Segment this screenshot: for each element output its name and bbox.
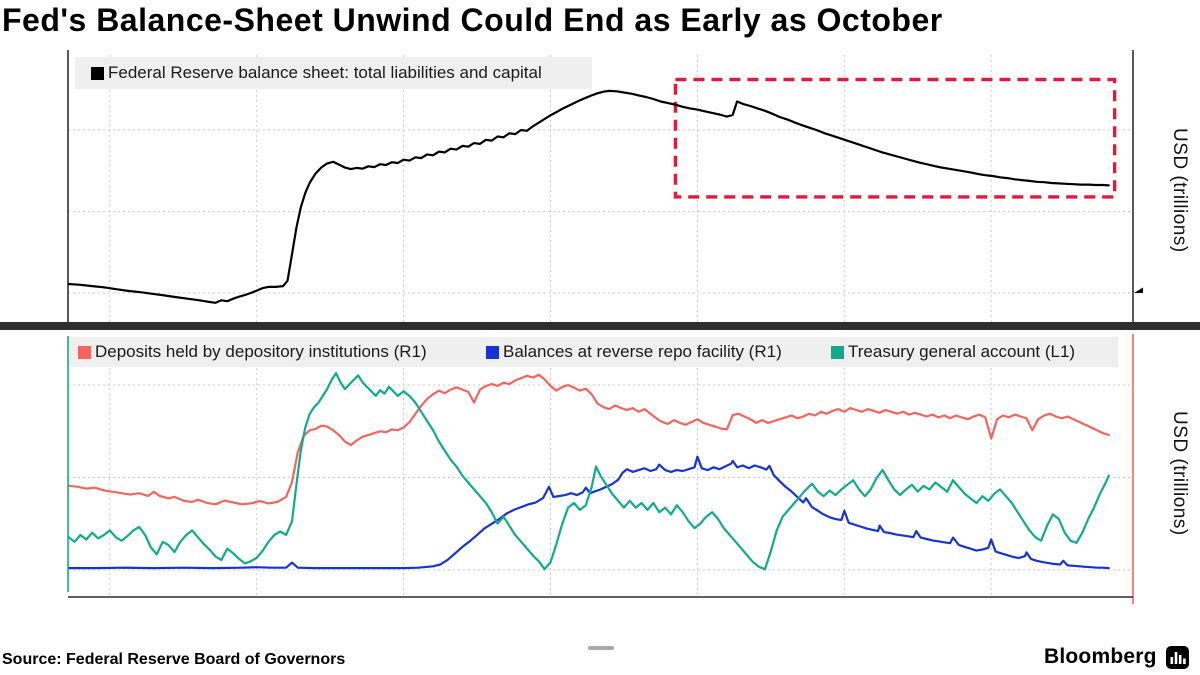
gridlines (68, 55, 1133, 596)
legend-item-reverse-repo: Balances at reverse repo facility (R1) (486, 342, 782, 362)
source-attribution: Source: Federal Reserve Board of Governo… (2, 651, 346, 668)
panel-divider-handle[interactable] (588, 646, 614, 650)
bottom-right-axis-title: USD (trillions) (1169, 410, 1190, 536)
series-deposits-line (67, 373, 1110, 506)
series-treasury-general-account-line (67, 372, 1110, 571)
legend-swatch-red-icon (78, 345, 91, 359)
legend-swatch-teal-icon (831, 345, 844, 359)
legend-item-deposits: Deposits held by depository institutions… (78, 342, 427, 362)
axes (67, 50, 1143, 604)
top-right-axis-title: USD (trillions) (1169, 127, 1190, 253)
series-total-liabilities-line (67, 89, 1110, 304)
legend-item-tga: Treasury general account (L1) (831, 342, 1075, 362)
bottom-panel-legend: Deposits held by depository institutions… (70, 337, 1118, 367)
legend-label: Balances at reverse repo facility (R1) (503, 342, 782, 361)
legend-label: Deposits held by depository institutions… (95, 342, 427, 361)
top-panel-legend: Federal Reserve balance sheet: total lia… (75, 57, 592, 89)
panel-divider (0, 322, 1200, 650)
legend-swatch-blue-icon (486, 345, 499, 359)
series-reverse-repo-line (67, 455, 1110, 570)
legend-label: Treasury general account (L1) (848, 342, 1076, 361)
legend-label: Federal Reserve balance sheet: total lia… (108, 63, 542, 82)
bloomberg-wordmark: Bloomberg (1044, 645, 1157, 668)
highlight-dashed-box (673, 77, 1117, 199)
legend-item-total-liabilities: Federal Reserve balance sheet: total lia… (91, 63, 542, 83)
bloomberg-logo-icon (1165, 645, 1189, 669)
axis-tick-arrow-icon (1134, 287, 1143, 294)
legend-swatch-black-icon (91, 66, 104, 80)
bloomberg-brand: Bloomberg (1044, 645, 1189, 669)
page-title: Fed's Balance-Sheet Unwind Could End as … (2, 2, 943, 38)
